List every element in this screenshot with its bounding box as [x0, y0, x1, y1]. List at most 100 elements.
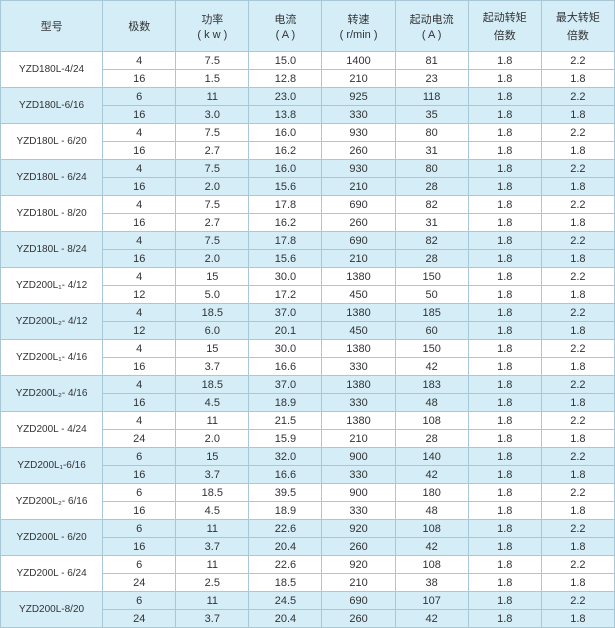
data-cell: 330: [322, 106, 395, 124]
data-cell: 210: [322, 430, 395, 448]
data-cell: 28: [395, 178, 468, 196]
data-cell: 4: [103, 376, 176, 394]
data-cell: 50: [395, 286, 468, 304]
data-cell: 4: [103, 124, 176, 142]
data-cell: 690: [322, 592, 395, 610]
data-cell: 690: [322, 232, 395, 250]
header-sub: ( A ): [396, 29, 468, 41]
data-cell: 11: [176, 592, 249, 610]
data-cell: 1.8: [468, 466, 541, 484]
data-cell: 24: [103, 574, 176, 592]
data-cell: 28: [395, 430, 468, 448]
data-cell: 2.2: [541, 556, 614, 574]
data-cell: 925: [322, 88, 395, 106]
table-row: YZD200L-8/2061124.56901071.82.2: [1, 592, 615, 610]
data-cell: 32.0: [249, 448, 322, 466]
data-cell: 107: [395, 592, 468, 610]
header-sub: 倍数: [542, 27, 614, 43]
data-cell: 23: [395, 70, 468, 88]
data-cell: 150: [395, 340, 468, 358]
data-cell: 1.8: [541, 502, 614, 520]
header-main: 电流: [249, 11, 321, 27]
data-cell: 260: [322, 214, 395, 232]
data-cell: 38: [395, 574, 468, 592]
data-cell: 12: [103, 322, 176, 340]
data-cell: 1.8: [468, 268, 541, 286]
data-cell: 15.6: [249, 178, 322, 196]
data-cell: 1.8: [468, 448, 541, 466]
data-cell: 42: [395, 538, 468, 556]
data-cell: 1.8: [541, 178, 614, 196]
data-cell: 1.8: [468, 520, 541, 538]
data-cell: 1.8: [468, 484, 541, 502]
data-cell: 2.0: [176, 430, 249, 448]
data-cell: 24: [103, 610, 176, 628]
table-body: YZD180L-4/2447.515.01400811.82.2161.512.…: [1, 52, 615, 628]
data-cell: 2.2: [541, 448, 614, 466]
data-cell: 260: [322, 610, 395, 628]
data-cell: 24.5: [249, 592, 322, 610]
data-cell: 1.8: [468, 340, 541, 358]
data-cell: 16: [103, 250, 176, 268]
data-cell: 183: [395, 376, 468, 394]
data-cell: 28: [395, 250, 468, 268]
data-cell: 4: [103, 196, 176, 214]
model-cell: YZD180L - 6/20: [1, 124, 103, 160]
data-cell: 1.8: [541, 538, 614, 556]
data-cell: 60: [395, 322, 468, 340]
model-cell: YZD200L₁-6/16: [1, 448, 103, 484]
data-cell: 1.8: [468, 106, 541, 124]
data-cell: 1380: [322, 376, 395, 394]
data-cell: 330: [322, 502, 395, 520]
data-cell: 17.2: [249, 286, 322, 304]
data-cell: 16: [103, 358, 176, 376]
data-cell: 23.0: [249, 88, 322, 106]
data-cell: 1380: [322, 412, 395, 430]
table-row: YZD200L - 4/2441121.513801081.82.2: [1, 412, 615, 430]
table-row: YZD180L - 8/2447.517.8690821.82.2: [1, 232, 615, 250]
data-cell: 1.8: [468, 556, 541, 574]
data-cell: 1.8: [541, 214, 614, 232]
data-cell: 20.4: [249, 538, 322, 556]
data-cell: 7.5: [176, 124, 249, 142]
model-cell: YZD200L-8/20: [1, 592, 103, 628]
data-cell: 1.8: [468, 88, 541, 106]
data-cell: 1.8: [468, 250, 541, 268]
data-cell: 330: [322, 358, 395, 376]
data-cell: 16: [103, 394, 176, 412]
data-cell: 18.5: [176, 376, 249, 394]
data-cell: 1380: [322, 304, 395, 322]
table-row: YZD180L-6/1661123.09251181.82.2: [1, 88, 615, 106]
data-cell: 330: [322, 394, 395, 412]
data-cell: 82: [395, 196, 468, 214]
data-cell: 4: [103, 232, 176, 250]
data-cell: 1.8: [541, 466, 614, 484]
data-cell: 18.5: [176, 484, 249, 502]
data-cell: 2.7: [176, 214, 249, 232]
data-cell: 3.7: [176, 538, 249, 556]
data-cell: 16: [103, 502, 176, 520]
data-cell: 1.8: [468, 52, 541, 70]
col-header-1: 极数: [103, 1, 176, 52]
data-cell: 2.2: [541, 592, 614, 610]
data-cell: 260: [322, 142, 395, 160]
model-cell: YZD180L-4/24: [1, 52, 103, 88]
data-cell: 1.8: [468, 160, 541, 178]
data-cell: 1.8: [468, 232, 541, 250]
data-cell: 11: [176, 520, 249, 538]
data-cell: 30.0: [249, 268, 322, 286]
data-cell: 4: [103, 412, 176, 430]
header-main: 起动电流: [396, 11, 468, 27]
col-header-4: 转速( r/min ): [322, 1, 395, 52]
header-sub: ( r/min ): [322, 29, 394, 41]
data-cell: 15: [176, 340, 249, 358]
model-cell: YZD180L - 8/20: [1, 196, 103, 232]
model-cell: YZD180L-6/16: [1, 88, 103, 124]
data-cell: 80: [395, 160, 468, 178]
data-cell: 1.8: [541, 358, 614, 376]
data-cell: 17.8: [249, 232, 322, 250]
data-cell: 48: [395, 502, 468, 520]
data-cell: 1.8: [541, 610, 614, 628]
header-main: 最大转矩: [542, 9, 614, 25]
data-cell: 690: [322, 196, 395, 214]
